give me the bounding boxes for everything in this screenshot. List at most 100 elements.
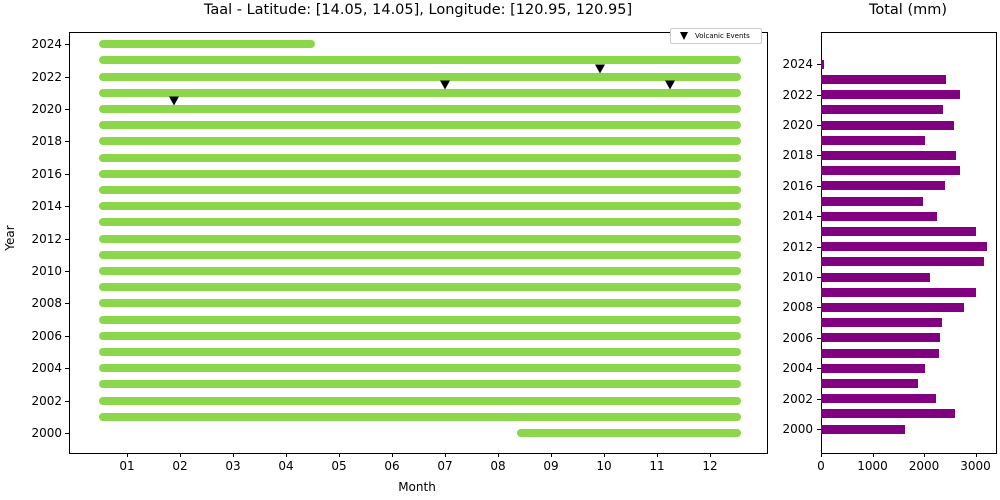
y-tick [817, 125, 821, 126]
y-tick-label: 2014 [782, 209, 813, 224]
y-tick-label: 2020 [31, 102, 62, 116]
x-tick [498, 453, 499, 457]
total-bar [821, 302, 965, 312]
x-tick-label: 09 [543, 459, 559, 473]
x-tick [233, 453, 234, 457]
y-tick-label: 2024 [782, 57, 813, 72]
y-tick [817, 277, 821, 278]
y-axis-title: Year [3, 225, 17, 251]
coverage-bar [98, 218, 741, 227]
total-bar [821, 181, 945, 191]
y-tick [65, 271, 69, 272]
y-tick-label: 2018 [31, 134, 62, 149]
y-tick [65, 368, 69, 370]
y-tick-label: 2010 [31, 264, 62, 278]
y-tick [817, 368, 821, 370]
x-tick-label: 08 [490, 459, 506, 473]
total-bar [821, 378, 919, 388]
coverage-bar [98, 169, 741, 178]
y-tick [817, 429, 821, 430]
y-tick-label: 2008 [31, 296, 62, 311]
y-tick [65, 303, 69, 305]
total-bar [821, 363, 925, 373]
x-tick-label: 11 [649, 459, 665, 473]
coverage-bar [98, 412, 741, 421]
x-tick-label: 06 [384, 459, 400, 473]
y-tick [817, 185, 821, 187]
y-tick-label: 2016 [782, 178, 813, 193]
total-bar [821, 150, 957, 160]
y-tick-label: 2004 [31, 361, 62, 376]
coverage-bar [98, 56, 741, 65]
x-tick [821, 453, 822, 457]
legend-label: Volcanic Events [695, 32, 750, 40]
total-bar [821, 348, 940, 358]
coverage-bar [98, 250, 741, 259]
y-tick-label: 2022 [31, 69, 62, 84]
total-bar [821, 74, 946, 84]
x-tick [286, 453, 287, 457]
coverage-bar [98, 364, 741, 373]
x-tick-label: 04 [278, 459, 294, 473]
coverage-bar [98, 186, 741, 194]
main-chart-axes [69, 32, 768, 454]
y-tick [65, 400, 69, 402]
y-tick-label: 2014 [31, 199, 62, 214]
x-tick [339, 453, 340, 457]
total-bar [821, 90, 960, 100]
x-axis-title: Month [398, 480, 436, 494]
y-tick-label: 2002 [782, 391, 813, 406]
coverage-bar [98, 88, 741, 97]
total-bar [821, 59, 824, 69]
y-tick-label: 2020 [782, 118, 813, 132]
coverage-bar [98, 105, 741, 113]
coverage-bar [98, 72, 741, 81]
y-tick-label: 2024 [31, 37, 62, 52]
coverage-bar [98, 315, 741, 324]
coverage-bar [98, 121, 741, 130]
coverage-bar [98, 234, 741, 243]
y-tick-label: 2000 [31, 426, 62, 440]
y-tick-label: 2008 [782, 300, 813, 315]
total-bar [821, 105, 943, 115]
x-tick [445, 453, 446, 457]
total-bar [821, 409, 956, 419]
x-tick [975, 453, 977, 457]
coverage-bar [98, 396, 741, 405]
totals-chart-title: Total (mm) [868, 2, 948, 18]
y-tick-label: 2004 [782, 361, 813, 376]
y-tick-label: 2022 [782, 87, 813, 102]
coverage-bar [98, 153, 741, 162]
y-tick [817, 246, 821, 248]
volcanic-event-marker-icon [440, 80, 450, 90]
volcanic-event-marker-icon [169, 96, 180, 106]
total-bar [821, 318, 942, 328]
y-tick [65, 206, 69, 208]
x-tick-label: 07 [437, 459, 453, 473]
coverage-bar [98, 380, 741, 389]
y-tick-label: 2018 [782, 148, 813, 163]
y-tick [65, 335, 69, 337]
total-bar [821, 287, 976, 297]
total-bar [821, 166, 960, 176]
x-tick-label: 02 [172, 459, 188, 473]
coverage-bar [98, 283, 741, 292]
y-tick [817, 307, 821, 309]
total-bar [821, 394, 937, 404]
y-tick [65, 238, 69, 240]
volcanic-event-marker-icon [680, 32, 688, 40]
total-bar [821, 196, 924, 206]
x-tick [872, 453, 874, 457]
volcanic-event-marker-icon [594, 64, 605, 73]
x-tick-label: 12 [702, 459, 718, 473]
y-tick-label: 2000 [782, 422, 813, 436]
y-tick [817, 64, 821, 66]
total-bar [821, 211, 938, 221]
total-bar [821, 135, 925, 145]
x-tick-label: 2000 [908, 459, 940, 473]
coverage-bar [98, 202, 741, 211]
y-tick-label: 2012 [31, 231, 62, 246]
y-tick [65, 173, 69, 175]
main-chart-title: Taal - Latitude: [14.05, 14.05], Longitu… [203, 2, 633, 18]
x-tick-label: 1000 [857, 459, 888, 473]
